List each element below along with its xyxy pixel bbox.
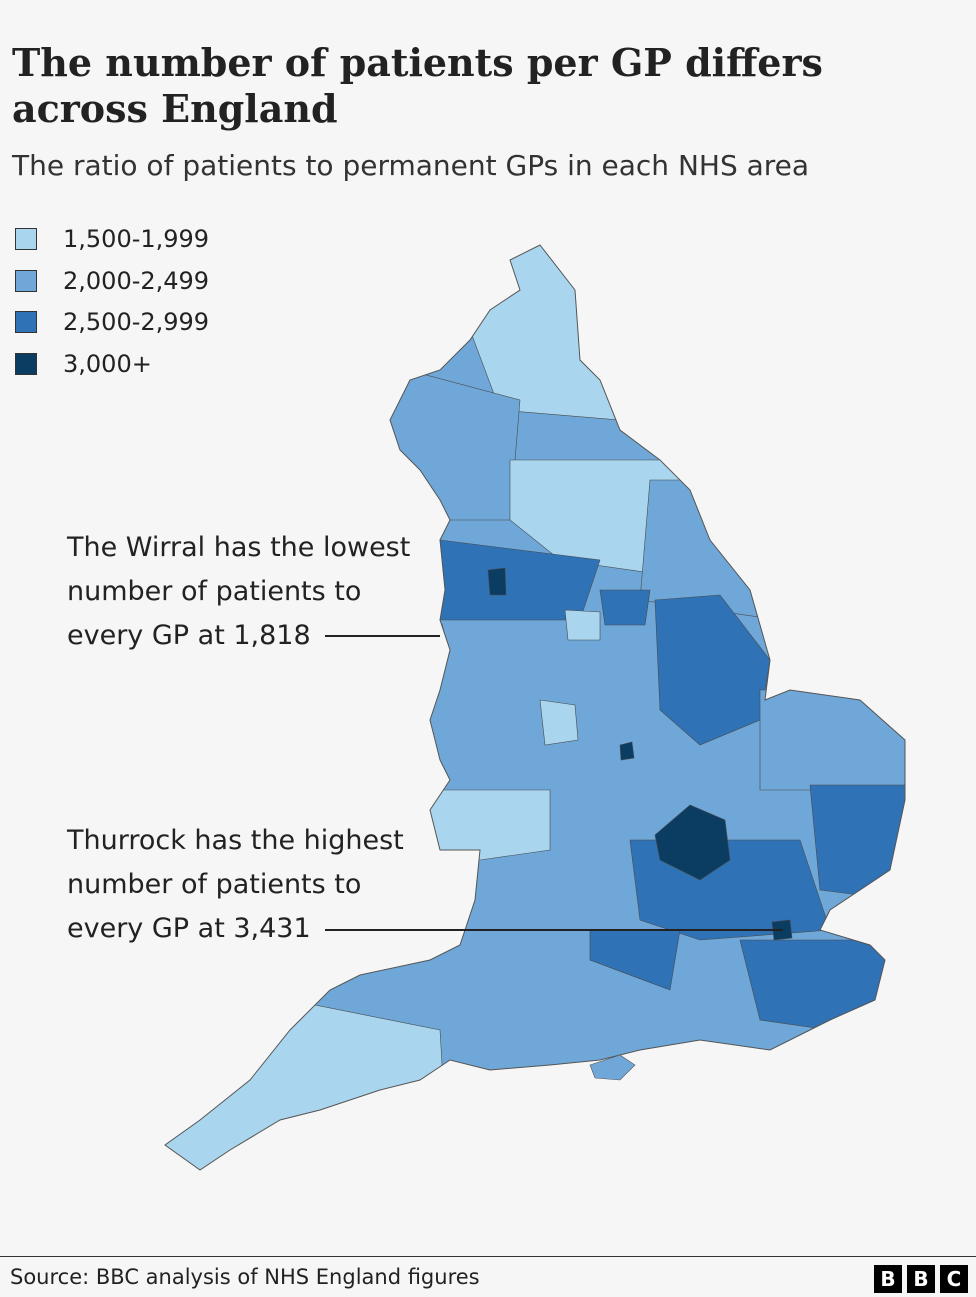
region — [759, 689, 905, 791]
legend-swatch — [15, 228, 37, 250]
logo-letter: B — [874, 1265, 902, 1293]
legend-label: 2,000-2,499 — [63, 266, 210, 295]
region — [589, 1054, 636, 1081]
region — [487, 567, 507, 596]
legend-swatch — [15, 352, 37, 375]
region — [809, 784, 905, 901]
source: Source: BBC analysis of NHS England figu… — [10, 1265, 480, 1289]
legend-item: 1,500-1,999 — [15, 225, 209, 253]
subtitle: The ratio of patients to permanent GPs i… — [12, 149, 810, 182]
title: The number of patients per GP differs ac… — [12, 40, 823, 131]
annotation: The Wirral has the lowest number of pati… — [67, 532, 411, 651]
legend-label: 3,000+ — [63, 349, 152, 378]
footer: Source: BBC analysis of NHS England figu… — [0, 1256, 976, 1297]
legend-label: 2,500-2,999 — [63, 308, 210, 336]
map — [164, 244, 906, 1171]
legend-item: 3,000+ — [15, 350, 152, 378]
legend-item: 2,500-2,999 — [15, 308, 209, 336]
legend-label: 1,500-1,999 — [63, 225, 210, 253]
legend-swatch — [15, 269, 37, 292]
region — [619, 741, 635, 761]
region — [564, 609, 601, 641]
region — [165, 999, 451, 1170]
logo-letter: C — [940, 1265, 968, 1293]
region — [539, 699, 579, 746]
region — [654, 804, 731, 881]
legend-swatch — [15, 311, 37, 333]
legend-item: 2,000-2,499 — [15, 267, 209, 295]
logo-letter: B — [907, 1265, 935, 1293]
annotation: Thurrock has the highest number of patie… — [67, 825, 404, 944]
region — [599, 589, 651, 626]
